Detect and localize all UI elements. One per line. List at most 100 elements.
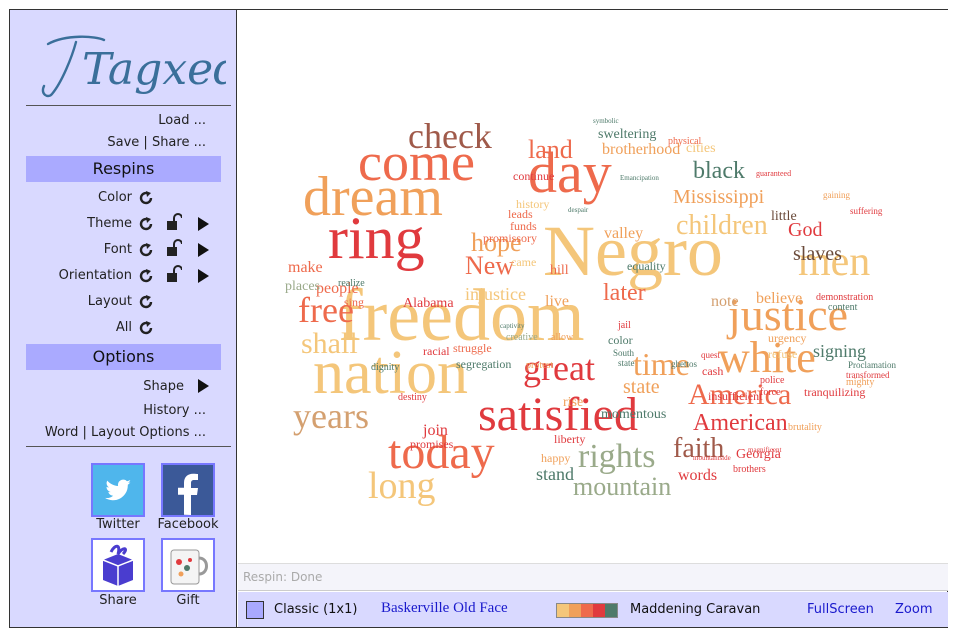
word-layout-options-link[interactable]: Word | Layout Options ... [44,425,206,440]
word-little[interactable]: little [771,209,797,224]
word-stand[interactable]: stand [536,464,574,484]
word-liberty[interactable]: liberty [554,432,585,446]
word-struggle[interactable]: struggle [453,341,492,355]
word-jail[interactable]: jail [617,320,631,331]
word-brothers[interactable]: brothers [733,464,766,475]
wordcloud-canvas[interactable]: freedom Negro nation ring dream come day satisf… [238,10,948,563]
word-destiny[interactable]: destiny [398,392,427,403]
word-state[interactable]: state [623,376,660,398]
font-name[interactable]: Baskerville Old Face [381,600,508,616]
word-great[interactable]: great [523,348,595,388]
word-america[interactable]: America [688,378,791,411]
word-hill[interactable]: hill [550,263,569,278]
word-continue[interactable]: continue [513,169,554,183]
twitter-label[interactable]: Twitter [96,517,140,532]
word-suffering[interactable]: suffering [850,206,883,216]
word-god[interactable]: God [788,219,822,241]
word-police[interactable]: police [760,375,785,386]
word-cities[interactable]: cities [686,141,716,156]
word-brotherhood[interactable]: brotherhood [602,141,680,158]
word-mississippi[interactable]: Mississippi [673,186,765,208]
gift-button[interactable] [161,538,215,592]
word-tranquilizing[interactable]: tranquilizing [804,385,865,399]
orientation-expand-icon[interactable] [198,269,209,283]
word-state[interactable]: state [618,358,635,368]
word-funds[interactable]: funds [510,219,537,233]
palette-swatches[interactable] [556,603,618,618]
word-white[interactable]: white [718,333,816,382]
word-quest[interactable]: quest [701,350,720,360]
word-happy[interactable]: happy [541,451,570,465]
word-slaves[interactable]: slaves [793,243,842,265]
word-history[interactable]: history [516,197,549,211]
word-transformed[interactable]: transformed [846,370,890,380]
word-momentous[interactable]: momentous [601,407,666,422]
word-children[interactable]: children [676,210,768,241]
word-injustice[interactable]: injustice [465,284,526,304]
word-physical[interactable]: physical [668,136,702,147]
word-mountainside[interactable]: mountainside [693,454,731,462]
word-land[interactable]: land [528,135,573,164]
word-valley[interactable]: valley [604,225,643,242]
word-alabama[interactable]: Alabama [403,296,454,311]
word-believe[interactable]: believe [756,290,802,307]
word-demonstration[interactable]: demonstration [816,292,873,303]
word-ring[interactable]: ring [328,205,425,271]
word-south[interactable]: South [613,348,635,358]
palette-name[interactable]: Maddening Caravan [630,602,761,617]
word-mighty[interactable]: mighty [846,377,874,388]
word-nation[interactable]: nation [313,339,468,407]
word-black[interactable]: black [693,158,745,184]
shape-option[interactable]: Shape [143,379,184,394]
word-hope[interactable]: hope [471,228,522,257]
word-promissory[interactable]: promissory [483,231,537,245]
word-today[interactable]: today [388,426,495,479]
respin-orientation-icon[interactable] [138,268,154,284]
word-places[interactable]: places [285,279,320,294]
word-refuse[interactable]: refuse [768,347,797,361]
word-come[interactable]: come [358,132,475,192]
theme-label[interactable]: Classic (1x1) [274,602,358,617]
shape-expand-icon[interactable] [198,379,209,393]
font-expand-icon[interactable] [198,243,209,257]
word-new[interactable]: New [465,251,514,280]
word-people[interactable]: people [316,280,359,297]
facebook-button[interactable] [161,463,215,517]
word-racial[interactable]: racial [423,344,450,358]
word-american[interactable]: American [693,410,788,436]
word-came[interactable]: came [511,255,536,269]
word-equality[interactable]: equality [627,259,666,273]
word-guaranteed[interactable]: guaranteed [756,169,791,178]
word-protest[interactable]: protest [526,360,553,371]
word-content[interactable]: content [828,302,858,313]
twitter-button[interactable] [91,463,145,517]
word-time[interactable]: time [633,346,690,382]
word-signing[interactable]: signing [813,341,866,361]
word-free[interactable]: free [298,290,354,330]
word-promises[interactable]: promises [410,437,454,451]
word-years[interactable]: years [293,396,369,436]
font-lock-icon[interactable] [166,239,182,257]
word-justice[interactable]: justice [726,289,848,340]
word-creative[interactable]: creative [506,332,538,343]
word-gaining[interactable]: gaining [823,190,850,200]
word-urgency[interactable]: urgency [768,331,806,345]
word-negro[interactable]: Negro [543,211,723,291]
theme-expand-icon[interactable] [198,217,209,231]
theme-lock-icon[interactable] [166,213,182,231]
word-leads[interactable]: leads [508,207,533,221]
word-freedom[interactable]: freedom [338,275,585,357]
word-later[interactable]: later [603,280,646,306]
load-link[interactable]: Load ... [158,113,206,128]
word-georgia[interactable]: Georgia [736,447,782,462]
word-ghettos[interactable]: ghettos [671,359,697,369]
word-long[interactable]: long [368,465,436,507]
word-sing[interactable]: sing [344,295,364,309]
word-despair[interactable]: despair [568,206,589,214]
respin-all-icon[interactable] [138,320,154,336]
respin-layout-icon[interactable] [138,294,154,310]
word-realize[interactable]: realize [338,278,365,289]
word-join[interactable]: join [422,422,448,439]
word-satisfied[interactable]: satisfied [478,388,638,441]
respin-font-icon[interactable] [138,242,154,258]
